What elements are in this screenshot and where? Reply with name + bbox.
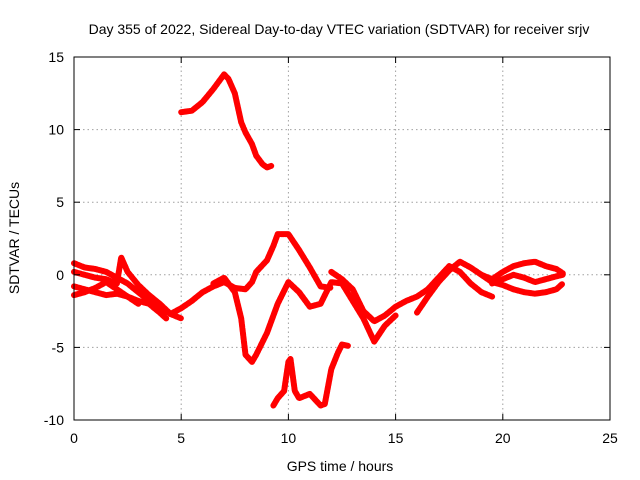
series-arc-i xyxy=(414,258,566,316)
y-tick-label: -5 xyxy=(52,339,65,355)
x-tick-label: 0 xyxy=(70,430,78,446)
axis-ticks xyxy=(73,56,611,421)
plot-frame xyxy=(73,56,611,421)
y-tick-label: 5 xyxy=(56,194,64,210)
series-arc-d xyxy=(71,283,142,307)
series-arc-h xyxy=(328,263,496,325)
chart-title: Day 355 of 2022, Sidereal Day-to-day VTE… xyxy=(89,21,590,37)
x-tick-label: 25 xyxy=(602,430,618,446)
y-axis-label: SDTVAR / TECUs xyxy=(6,182,22,294)
series-arc-e xyxy=(178,71,275,171)
series-arc-g xyxy=(270,341,352,409)
tick-labels: 0 5 10 15 20 25 -10 -5 0 5 10 15 xyxy=(44,49,618,446)
x-tick-label: 5 xyxy=(177,430,185,446)
series-arc-a xyxy=(71,231,335,317)
series-arc-k xyxy=(489,271,566,287)
y-tick-label: -10 xyxy=(44,412,64,428)
data-traces xyxy=(71,71,566,409)
y-tick-label: 15 xyxy=(48,49,64,65)
x-tick-label: 20 xyxy=(495,430,511,446)
y-tick-label: 10 xyxy=(48,122,64,138)
x-tick-label: 10 xyxy=(281,430,297,446)
series-arc-b xyxy=(71,254,185,322)
x-tick-label: 15 xyxy=(388,430,404,446)
x-axis-label: GPS time / hours xyxy=(287,458,394,474)
series-arc-f xyxy=(210,274,399,365)
grid xyxy=(74,57,610,420)
y-tick-label: 0 xyxy=(56,267,64,283)
